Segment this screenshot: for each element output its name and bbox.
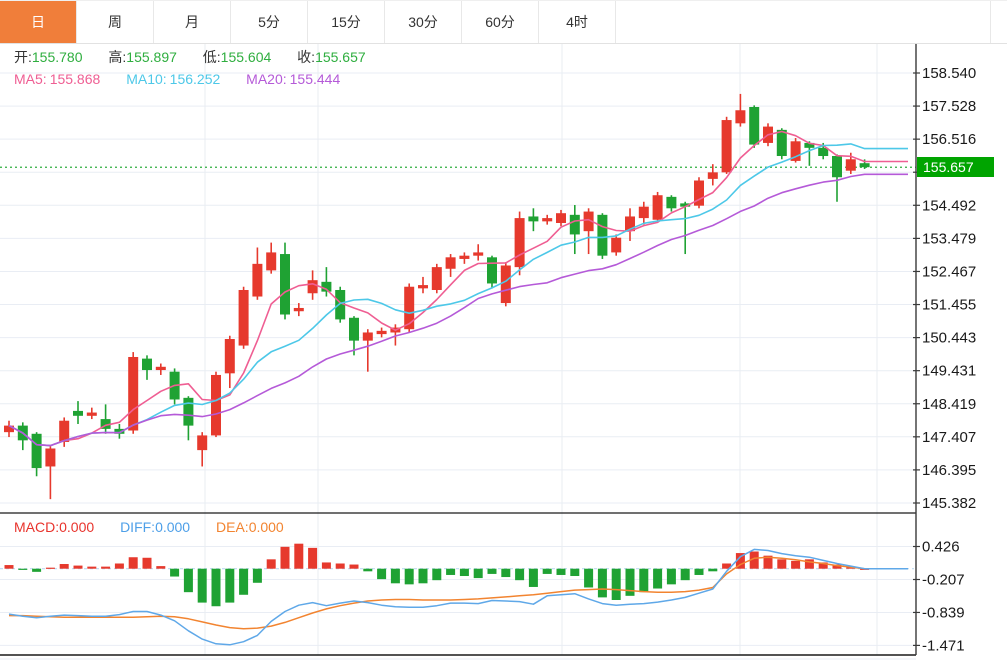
- diff-label: DIFF:: [120, 519, 156, 535]
- tab-60min[interactable]: 60分: [462, 1, 539, 43]
- ma5-label: MA5:: [14, 71, 47, 87]
- svg-text:152.467: 152.467: [922, 263, 976, 280]
- timeframe-tabs: 日 周 月 5分 15分 30分 60分 4时: [0, 1, 616, 43]
- dea-value: 0.000: [248, 519, 284, 535]
- svg-text:156.516: 156.516: [922, 131, 976, 148]
- svg-text:-0.839: -0.839: [922, 604, 965, 621]
- svg-text:148.419: 148.419: [922, 396, 976, 413]
- tab-weekly[interactable]: 周: [77, 1, 154, 43]
- tab-monthly[interactable]: 月: [154, 1, 231, 43]
- svg-text:146.395: 146.395: [922, 462, 976, 479]
- tab-label: 月: [185, 14, 199, 30]
- svg-text:154.492: 154.492: [922, 197, 976, 214]
- svg-text:157.528: 157.528: [922, 98, 976, 115]
- axis-frame: [0, 43, 917, 660]
- tab-daily[interactable]: 日: [0, 1, 77, 43]
- svg-text:0.426: 0.426: [922, 539, 960, 556]
- svg-text:-1.471: -1.471: [922, 637, 965, 654]
- high-value: 155.897: [126, 49, 177, 65]
- low-value: 155.604: [220, 49, 272, 65]
- toolbar-end: [991, 1, 1007, 43]
- macd-label: MACD:: [14, 519, 60, 535]
- ma5-value: 155.868: [49, 71, 101, 87]
- ma-legend: MA5: 155.868 MA10: 156.252 MA20: 155.444: [14, 70, 340, 88]
- ma20-line: [8, 173, 908, 447]
- low-label: 低:: [202, 49, 221, 65]
- high-label: 高:: [108, 49, 127, 65]
- tab-5min[interactable]: 5分: [231, 1, 308, 43]
- last-price-tag: 155.657: [917, 157, 994, 177]
- open-label: 开:: [14, 49, 32, 65]
- tab-label: 5分: [258, 14, 280, 30]
- timeframe-toolbar: 日 周 月 5分 15分 30分 60分 4时: [0, 0, 1007, 44]
- tab-30min[interactable]: 30分: [385, 1, 462, 43]
- ohlc-legend: 开:155.780 高:155.897 低:155.604 收:155.657: [14, 48, 366, 66]
- tab-label: 周: [108, 14, 122, 30]
- svg-text:158.540: 158.540: [922, 65, 976, 82]
- diff-value: 0.000: [155, 519, 191, 535]
- tab-label: 日: [31, 14, 45, 30]
- tab-4hour[interactable]: 4时: [539, 1, 616, 43]
- ma5-line: [8, 130, 908, 447]
- tab-label: 30分: [408, 14, 438, 30]
- macd-value: 0.000: [59, 519, 95, 535]
- close-label: 收:: [297, 49, 316, 65]
- macd-histogram: [4, 543, 870, 607]
- macd-legend: MACD:0.000 DIFF:0.000 DEA:0.000: [14, 518, 284, 536]
- diff-line: [8, 548, 908, 646]
- dea-line: [9, 556, 908, 630]
- ma20-label: MA20:: [246, 71, 287, 87]
- ma10-line: [8, 143, 908, 447]
- svg-text:150.443: 150.443: [922, 330, 976, 347]
- tab-label: 15分: [331, 14, 361, 30]
- open-value: 155.780: [31, 49, 83, 65]
- toolbar-spacer: [616, 1, 991, 43]
- svg-text:-0.207: -0.207: [922, 572, 965, 589]
- close-value: 155.657: [315, 49, 366, 65]
- ma20-value: 155.444: [289, 71, 341, 87]
- gridlines: [0, 43, 916, 655]
- svg-text:145.382: 145.382: [922, 495, 976, 512]
- svg-text:151.455: 151.455: [922, 297, 976, 314]
- tab-label: 60分: [485, 14, 515, 30]
- dea-label: DEA:: [216, 519, 249, 535]
- ma10-value: 156.252: [169, 71, 221, 87]
- tab-label: 4时: [566, 14, 588, 30]
- candles: [4, 93, 870, 500]
- ma10-label: MA10:: [126, 71, 167, 87]
- tab-15min[interactable]: 15分: [308, 1, 385, 43]
- svg-text:147.407: 147.407: [922, 429, 976, 446]
- axis-labels: 158.540 157.528 156.516 154.492 153.479 152.4…: [913, 65, 976, 654]
- svg-text:149.431: 149.431: [922, 363, 976, 380]
- svg-text:153.479: 153.479: [922, 230, 976, 247]
